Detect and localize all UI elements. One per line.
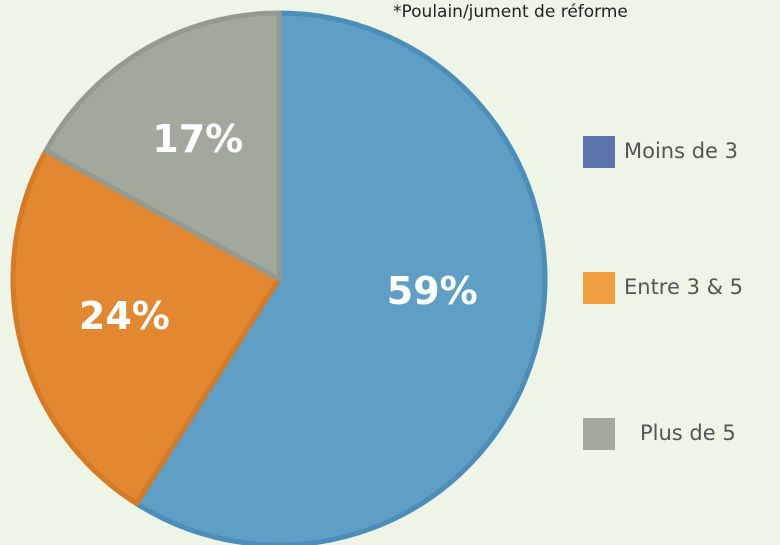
legend-label: Entre 3 & 5 xyxy=(624,275,743,299)
slice-label: 59% xyxy=(387,269,478,313)
legend-swatch xyxy=(583,418,615,450)
pie-slice xyxy=(10,148,282,507)
pie-slice xyxy=(43,10,282,282)
slice-label: 17% xyxy=(152,117,243,161)
legend-swatch xyxy=(583,272,615,304)
legend-swatch xyxy=(583,136,615,168)
note: *Poulain/jument de réforme xyxy=(393,2,628,22)
legend-label: Moins de 3 xyxy=(624,139,738,163)
legend-label: Plus de 5 xyxy=(640,421,736,445)
slice-label: 24% xyxy=(79,294,170,338)
